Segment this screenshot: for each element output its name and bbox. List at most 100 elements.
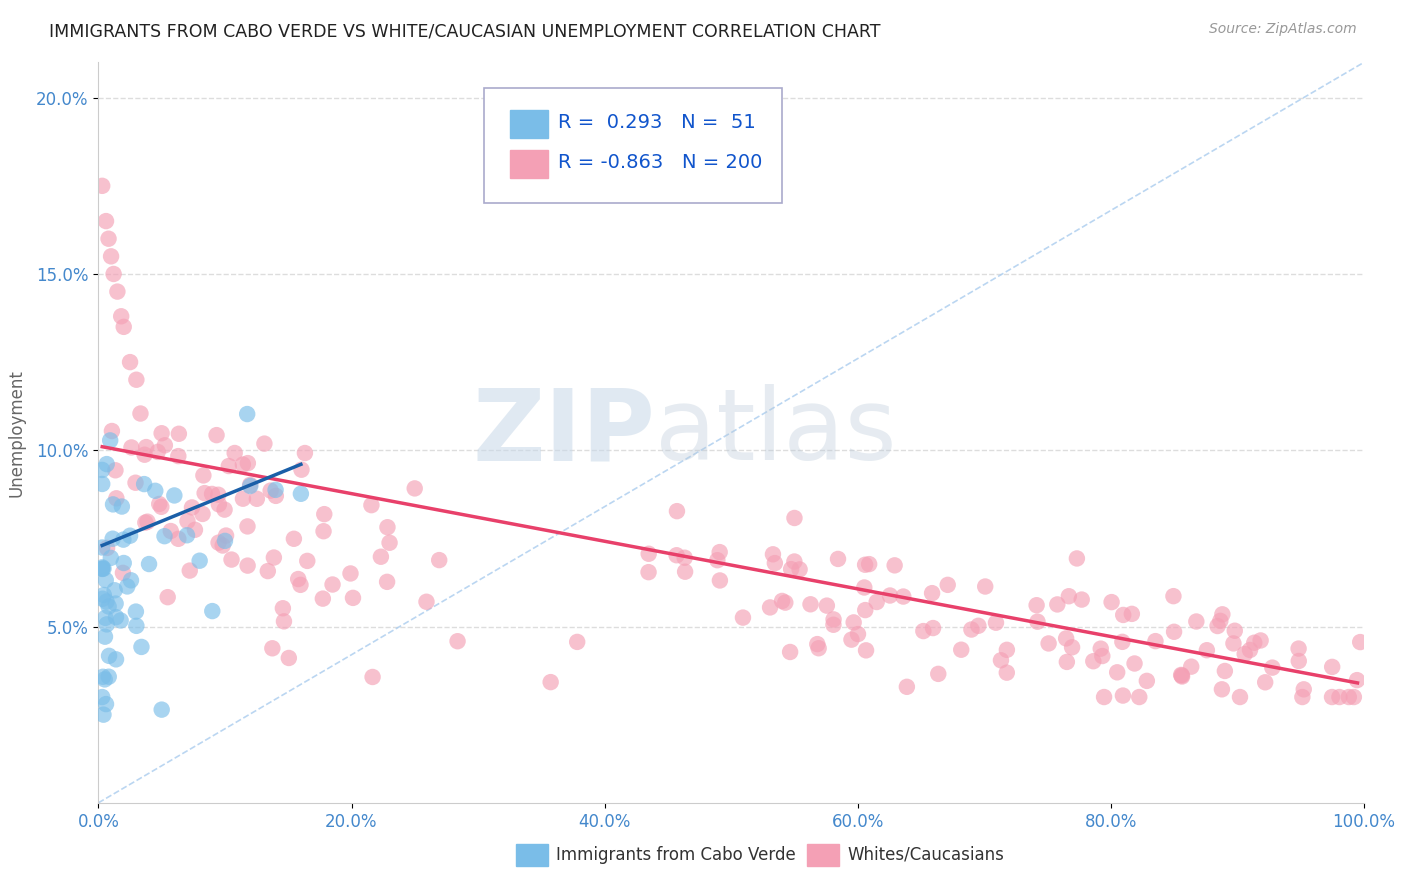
Point [156, 590, 179, 604]
Point [96, 457, 118, 471]
Point [1038, 636, 1060, 650]
Point [101, 424, 124, 438]
Point [1111, 635, 1133, 649]
Point [239, 478, 262, 492]
Point [339, 566, 361, 581]
Point [1229, 690, 1251, 704]
Point [637, 565, 659, 579]
Point [94, 214, 117, 228]
Point [446, 634, 468, 648]
Point [1026, 615, 1049, 629]
Point [93, 673, 117, 687]
Point [146, 445, 169, 459]
Point [1223, 624, 1246, 638]
Point [153, 529, 176, 543]
Point [312, 591, 335, 606]
Point [1123, 657, 1146, 671]
Point [841, 632, 863, 647]
Point [181, 500, 204, 515]
Point [1288, 641, 1310, 656]
Point [91, 477, 114, 491]
Point [236, 519, 259, 533]
Point [264, 489, 287, 503]
Bar [510, 110, 547, 138]
Point [709, 574, 731, 588]
Point [1322, 660, 1344, 674]
Point [110, 614, 132, 628]
Point [314, 507, 336, 521]
Point [179, 564, 201, 578]
Point [294, 446, 316, 460]
Point [153, 438, 176, 452]
Point [134, 516, 156, 530]
Point [135, 440, 157, 454]
Point [184, 523, 207, 537]
Point [665, 504, 688, 518]
Bar [807, 844, 839, 866]
Point [866, 595, 889, 609]
Point [125, 605, 148, 619]
Point [823, 612, 845, 626]
Point [101, 497, 124, 511]
Point [134, 448, 156, 462]
Text: Whites/Caucasians: Whites/Caucasians [848, 846, 1004, 863]
Point [211, 539, 233, 553]
Point [1288, 654, 1310, 668]
Point [256, 564, 278, 578]
Point [91, 463, 114, 477]
Point [1346, 673, 1368, 687]
Point [1254, 675, 1277, 690]
Point [415, 595, 437, 609]
Point [236, 407, 259, 421]
Point [224, 446, 246, 460]
Point [207, 535, 229, 549]
Point [260, 483, 283, 498]
Point [322, 577, 344, 591]
Bar [510, 150, 547, 178]
Point [131, 640, 153, 654]
Point [98, 434, 121, 448]
Point [91, 562, 114, 576]
Point [124, 475, 146, 490]
Point [665, 548, 688, 562]
Point [167, 426, 190, 441]
Point [91, 178, 114, 193]
Point [232, 491, 254, 506]
Point [96, 617, 118, 632]
Point [176, 528, 198, 542]
Point [193, 468, 215, 483]
Point [709, 545, 731, 559]
Point [205, 428, 228, 442]
Point [91, 670, 114, 684]
Point [136, 515, 159, 529]
Point [264, 483, 287, 497]
Point [91, 562, 114, 576]
Point [120, 441, 142, 455]
Point [1211, 682, 1233, 697]
Point [246, 491, 269, 506]
Point [94, 697, 117, 711]
Point [207, 488, 229, 502]
Point [1171, 669, 1194, 683]
Point [1337, 690, 1360, 704]
Point [853, 558, 876, 572]
Point [94, 630, 117, 644]
Point [148, 497, 170, 511]
Point [105, 610, 128, 624]
Point [1185, 615, 1208, 629]
Point [191, 507, 214, 521]
Point [842, 615, 865, 630]
Point [1329, 690, 1351, 704]
Point [404, 482, 426, 496]
Point [1112, 607, 1135, 622]
Point [91, 541, 114, 555]
Point [277, 651, 299, 665]
Point [271, 601, 294, 615]
Point [1195, 643, 1218, 657]
Point [1239, 643, 1261, 657]
Point [112, 533, 135, 547]
Text: R = -0.863   N = 200: R = -0.863 N = 200 [558, 153, 762, 172]
FancyBboxPatch shape [484, 88, 782, 203]
Point [815, 599, 838, 613]
Point [1092, 690, 1115, 704]
